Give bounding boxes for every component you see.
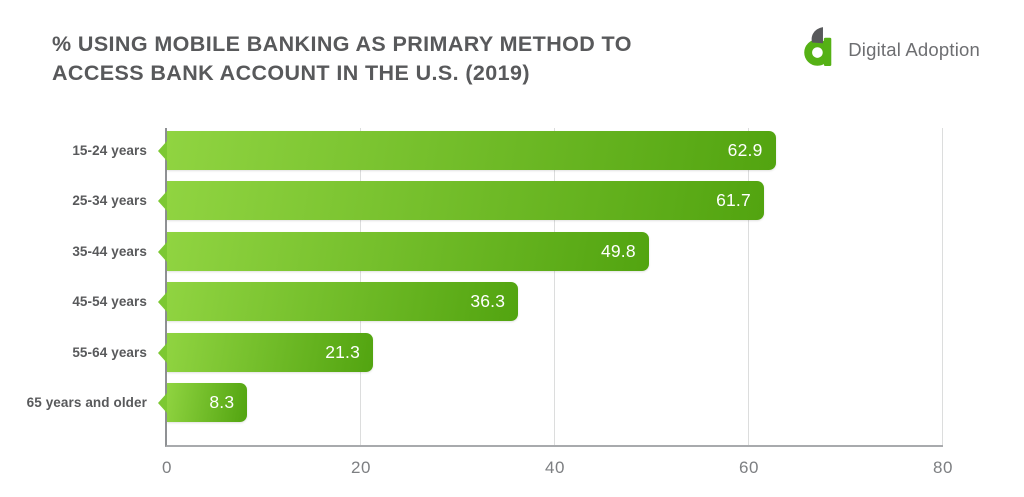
bar: 36.3 [158, 282, 519, 321]
bar-row: 25-34 years 61.7 [0, 181, 941, 220]
bar-track: 62.9 [158, 131, 941, 170]
category-label: 15-24 years [72, 143, 147, 158]
chart-title-line1: % USING MOBILE BANKING AS PRIMARY METHOD… [52, 32, 632, 56]
x-tick-label: 20 [351, 458, 371, 477]
bar-track: 36.3 [158, 282, 941, 321]
gridline-60 [748, 128, 749, 445]
bar: 49.8 [158, 232, 649, 271]
bar-row: 45-54 years 36.3 [0, 282, 941, 321]
bar-value: 36.3 [470, 291, 506, 311]
bar-pointer-icon [158, 392, 167, 413]
digital-adoption-logo-icon [804, 26, 841, 73]
bar-value: 62.9 [727, 140, 763, 160]
x-tick-label: 40 [545, 458, 565, 477]
bar-track: 21.3 [158, 333, 941, 372]
bar-pointer-icon [158, 241, 167, 262]
bar: 8.3 [158, 383, 248, 422]
bar-row: 55-64 years 21.3 [0, 333, 941, 372]
bar-value: 49.8 [600, 241, 636, 261]
bar-pointer-icon [158, 140, 167, 161]
bar-value: 21.3 [325, 342, 361, 362]
digital-adoption-logo-text: Digital Adoption [848, 38, 980, 60]
bar-track: 49.8 [158, 232, 941, 271]
bar-row: 15-24 years 62.9 [0, 131, 941, 170]
bar-track: 8.3 [158, 383, 941, 422]
bar: 21.3 [158, 333, 374, 372]
bar-value: 8.3 [209, 392, 235, 412]
chart-title: % USING MOBILE BANKING AS PRIMARY METHOD… [52, 30, 632, 88]
digital-adoption-logo: Digital Adoption [804, 26, 980, 73]
category-label: 45-54 years [72, 294, 147, 309]
bar-pointer-icon [158, 342, 167, 363]
category-label: 55-64 years [72, 345, 147, 360]
x-tick-label: 60 [739, 458, 759, 477]
x-tick-label: 0 [162, 458, 172, 477]
bar: 62.9 [158, 131, 776, 170]
bar-row: 65 years and older 8.3 [0, 383, 941, 422]
bar-pointer-icon [158, 190, 167, 211]
bar-value: 61.7 [716, 190, 751, 210]
gridline-40 [554, 128, 555, 445]
gridline-80 [942, 128, 943, 445]
bar-row: 35-44 years 49.8 [0, 232, 941, 271]
bar-track: 61.7 [158, 181, 941, 220]
category-label: 65 years and older [26, 395, 147, 410]
chart-title-line2: ACCESS BANK ACCOUNT IN THE U.S. (2019) [52, 61, 530, 85]
category-label: 35-44 years [72, 244, 147, 259]
x-axis: 0 20 40 60 80 [162, 458, 952, 480]
category-label: 25-34 years [72, 193, 147, 208]
bar-pointer-icon [158, 291, 167, 312]
x-tick-label: 80 [933, 458, 953, 477]
bar: 61.7 [158, 181, 764, 220]
